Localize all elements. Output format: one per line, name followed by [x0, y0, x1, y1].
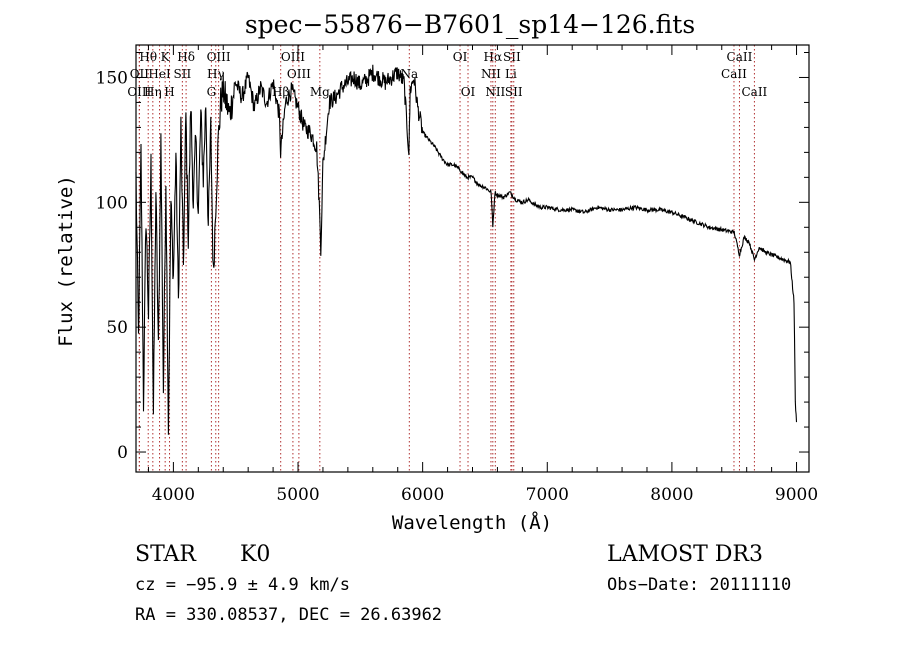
spectral-line-label: NII — [485, 85, 505, 99]
chart-title: spec−55876−B7601_sp14−126.fits — [245, 10, 695, 39]
spectral-line-label: OI — [453, 50, 468, 64]
object-class: STAR — [135, 542, 197, 567]
spectral-line-label: HeI — [148, 67, 171, 81]
spectral-line-label: OIII — [281, 50, 305, 64]
spectral-line-label: H — [164, 85, 174, 99]
spectral-line-label: Li — [505, 67, 517, 81]
y-axis-label: Flux (relative) — [55, 175, 77, 347]
ra-dec-coordinates: RA = 330.08537, DEC = 26.63962 — [135, 605, 442, 625]
spectral-line-label: CaII — [741, 85, 767, 99]
y-tick-label: 150 — [96, 68, 128, 88]
spectral-line-label: Hδ — [177, 50, 195, 64]
plot-frame — [135, 44, 810, 473]
spectral-line-label: Hθ — [139, 50, 157, 64]
spectral-line-label: SII — [174, 67, 192, 81]
spectral-line-label: OIII — [207, 50, 231, 64]
x-tick-label: 7000 — [526, 485, 569, 505]
x-tick-label: 8000 — [650, 485, 693, 505]
spectral-line-label: OI — [461, 85, 476, 99]
spectral-line-label: G — [207, 85, 217, 99]
redshift-velocity: cz = −95.9 ± 4.9 km/s — [135, 575, 350, 595]
spectral-line-label: SII — [505, 85, 523, 99]
x-axis-label: Wavelength (Å) — [392, 511, 552, 534]
x-tick-label: 4000 — [152, 485, 195, 505]
spectral-line-label: Hγ — [207, 67, 225, 81]
spectral-line-label: K — [161, 50, 171, 64]
spectrum-series — [135, 64, 798, 435]
spectral-line-label: OIII — [287, 67, 311, 81]
x-tick-label: 5000 — [276, 485, 319, 505]
spectral-line-label: Na — [400, 67, 418, 81]
x-tick-label: 9000 — [775, 485, 818, 505]
spectrum-flux-line — [135, 64, 798, 435]
object-subclass: K0 — [240, 542, 270, 567]
spectral-line-label: SII — [503, 50, 521, 64]
x-tick-label: 6000 — [401, 485, 444, 505]
y-tick-label: 100 — [96, 193, 128, 213]
y-tick-label: 0 — [117, 443, 128, 463]
spectral-line-label: CaII — [721, 67, 747, 81]
plot-axes: 4000 5000 6000 7000 8000 9000 0 50 100 150 — [96, 44, 818, 505]
spectral-line-label: Hη — [144, 85, 162, 99]
spectral-line-label: NII — [481, 67, 501, 81]
survey-name: LAMOST DR3 — [607, 542, 763, 567]
y-tick-label: 50 — [106, 318, 128, 338]
spectral-line-label: Mg — [310, 85, 330, 99]
observation-date: Obs−Date: 20111110 — [607, 575, 791, 595]
spectral-line-label: Hβ — [272, 85, 289, 99]
spectral-line-label: CaII — [727, 50, 753, 64]
spectral-line-label: OIII — [127, 85, 151, 99]
spectral-line-label: Hα — [484, 50, 503, 64]
